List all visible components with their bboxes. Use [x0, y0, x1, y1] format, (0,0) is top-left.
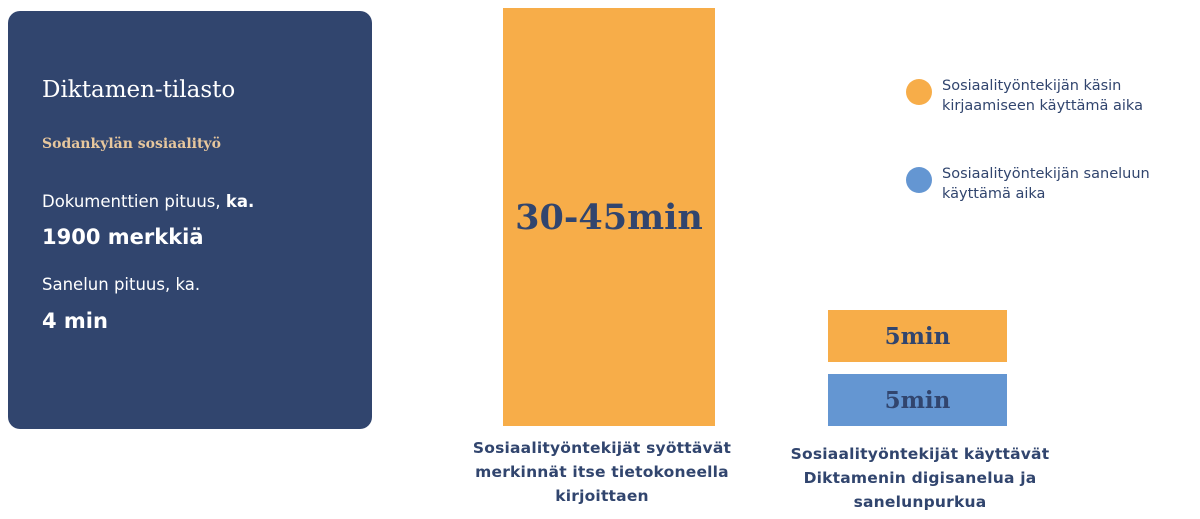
dictation-length-value: 4 min: [42, 309, 108, 333]
category-label-manual-line-1: Sosiaalityöntekijät syöttävät: [472, 439, 732, 457]
category-label-dictation-line-1: Sosiaalityöntekijät käyttävät: [790, 445, 1050, 463]
legend-item-manual-time: Sosiaalityöntekijän käsin kirjaamiseen k…: [906, 76, 1200, 116]
legend-label-manual-line-2: kirjaamiseen käyttämä aika: [942, 98, 1143, 114]
doc-length-value: 1900 merkkiä: [42, 225, 204, 249]
legend-item-dictation-time: Sosiaalityöntekijän saneluun käyttämä ai…: [906, 164, 1200, 204]
legend-label-manual-line-1: Sosiaalityöntekijän käsin: [942, 78, 1122, 94]
legend-label-manual-time: Sosiaalityöntekijän käsin kirjaamiseen k…: [942, 76, 1200, 116]
legend-orange-dot-icon: [906, 79, 932, 105]
bar-dictation-typing: 5min: [828, 310, 1007, 362]
category-label-manual: Sosiaalityöntekijät syöttävät merkinnät …: [452, 436, 752, 508]
legend-blue-dot-icon: [906, 167, 932, 193]
bar-label-manual-typing: 30-45min: [515, 196, 703, 238]
stats-card: Diktamen-tilasto Sodankylän sosiaalityö …: [8, 11, 372, 429]
legend-label-dictation-line-2: käyttämä aika: [942, 186, 1046, 202]
doc-length-label: Dokumenttien pituus, ka.: [42, 192, 254, 211]
category-label-manual-line-3: kirjoittaen: [555, 487, 649, 505]
bar-label-dictation-typing: 5min: [884, 322, 951, 350]
card-subtitle: Sodankylän sosiaalityö: [42, 136, 221, 152]
category-label-dictation-line-2: Diktamenin digisanelua ja: [803, 469, 1037, 487]
bar-manual-typing: 30-45min: [503, 8, 715, 426]
category-label-manual-line-2: merkinnät itse tietokoneella: [475, 463, 729, 481]
legend-label-dictation-line-1: Sosiaalityöntekijän saneluun: [942, 166, 1150, 182]
doc-length-label-bold: ka.: [225, 192, 255, 211]
category-label-dictation-line-3: sanelunpurkua: [853, 493, 987, 511]
dictation-length-label: Sanelun pituus, ka.: [42, 275, 201, 294]
legend-label-dictation-time: Sosiaalityöntekijän saneluun käyttämä ai…: [942, 164, 1200, 204]
doc-length-label-text: Dokumenttien pituus,: [42, 192, 226, 211]
category-label-dictation: Sosiaalityöntekijät käyttävät Diktamenin…: [760, 442, 1080, 514]
bar-label-dictation-recording: 5min: [884, 386, 951, 414]
card-title: Diktamen-tilasto: [42, 77, 236, 103]
bar-dictation-recording: 5min: [828, 374, 1007, 426]
